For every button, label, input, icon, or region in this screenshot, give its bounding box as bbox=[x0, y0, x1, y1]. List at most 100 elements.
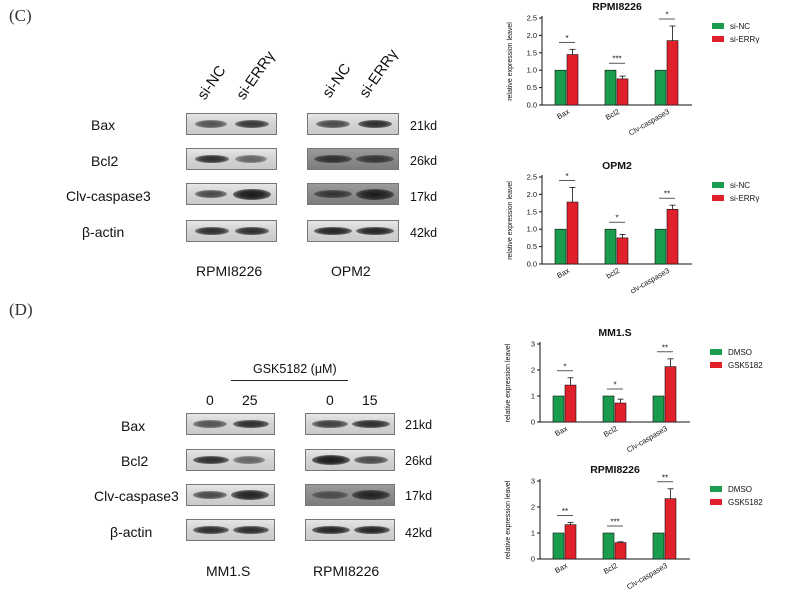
bar-si-ERRγ-Bax bbox=[566, 54, 579, 106]
legend-label: si-ERRγ bbox=[730, 194, 759, 203]
bar-si-NC-clv-caspase3 bbox=[654, 228, 667, 265]
chart-d-rpmi8226: RPMI8226 relative expression leavel 0 1 2 3 **… bbox=[490, 455, 795, 600]
band bbox=[352, 490, 390, 500]
lane-label-c-left-1: si-NC bbox=[194, 62, 230, 103]
row-label-d-clv-caspase3: Clv-caspase3 bbox=[94, 488, 179, 504]
cell-line-d-right: RPMI8226 bbox=[313, 563, 380, 579]
kd-label-c-beta-actin: 42kd bbox=[410, 226, 438, 240]
band bbox=[195, 227, 229, 235]
bar-GSK5182-Bax bbox=[564, 384, 577, 423]
bar-GSK5182-Clv-caspase3 bbox=[664, 498, 677, 560]
band bbox=[193, 491, 227, 499]
x-tick-label: Clv-caspase3 bbox=[625, 561, 669, 592]
x-tick-label: Clv-caspase3 bbox=[627, 107, 671, 138]
x-tick-label: Bcl2 bbox=[602, 561, 619, 576]
bar-GSK5182-Bax bbox=[564, 524, 577, 560]
legend-swatch bbox=[712, 195, 724, 201]
bar-GSK5182-Bcl2 bbox=[614, 542, 627, 560]
x-tick-label: Bax bbox=[555, 107, 571, 121]
y-tick-label: 0.0 bbox=[527, 260, 537, 269]
legend-label: DMSO bbox=[728, 348, 752, 357]
legend-label: GSK5182 bbox=[728, 361, 763, 370]
band bbox=[316, 120, 350, 128]
y-tick-label: 2.0 bbox=[527, 31, 537, 40]
blot-c-left-bcl2 bbox=[186, 148, 277, 170]
kd-label-d-bax: 21kd bbox=[405, 418, 433, 432]
legend-swatch bbox=[712, 182, 724, 188]
kd-label-c-bax: 21kd bbox=[410, 119, 438, 133]
chart-c-opm2: OPM2 relative expression leavel 0.0 0.5 1.0 1… bbox=[490, 155, 795, 300]
y-tick-label: 2 bbox=[531, 366, 535, 375]
blot-c-left-beta-actin bbox=[186, 220, 277, 242]
y-axis-label: relative expression leavel bbox=[505, 343, 512, 422]
legend-swatch bbox=[710, 486, 722, 492]
dose-d-left-1: 0 bbox=[206, 392, 214, 408]
y-tick-label: 3 bbox=[531, 477, 535, 486]
band bbox=[312, 491, 348, 499]
band bbox=[233, 456, 265, 464]
band bbox=[352, 420, 390, 428]
band bbox=[312, 526, 350, 534]
bar-GSK5182-Bcl2 bbox=[614, 402, 627, 423]
legend-swatch bbox=[712, 23, 724, 29]
y-tick-label: 0.5 bbox=[527, 83, 537, 92]
chart-svg: RPMI8226 relative expression leavel 0 1 2 3 **… bbox=[505, 464, 763, 592]
dose-d-right-2: 15 bbox=[362, 392, 378, 408]
bar-si-ERRγ-Bcl2 bbox=[616, 78, 629, 106]
y-tick-label: 2.0 bbox=[527, 190, 537, 199]
treatment-label: GSK5182 (μM) bbox=[253, 362, 337, 376]
band bbox=[314, 155, 352, 163]
legend-label: DMSO bbox=[728, 485, 752, 494]
bar-DMSO-Bcl2 bbox=[602, 395, 615, 423]
y-tick-label: 0 bbox=[531, 418, 535, 427]
dose-d-left-2: 25 bbox=[242, 392, 258, 408]
significance-label: * bbox=[563, 362, 566, 371]
x-tick-label: clv-caspase3 bbox=[629, 266, 671, 296]
blot-d-right-bcl2 bbox=[305, 449, 395, 471]
blot-d-left-clv-caspase3 bbox=[186, 484, 275, 506]
chart-d-mm1s: MM1.S relative expression leavel 0 1 2 3 * Bax *… bbox=[490, 318, 795, 460]
blot-d-left-beta-actin bbox=[186, 519, 275, 541]
chart-title: RPMI8226 bbox=[592, 1, 642, 13]
band bbox=[195, 120, 227, 128]
bar-si-ERRγ-Clv-caspase3 bbox=[666, 40, 679, 106]
blot-c-left-bax bbox=[186, 113, 277, 135]
band bbox=[235, 120, 269, 128]
kd-label-d-clv-caspase3: 17kd bbox=[405, 489, 433, 503]
chart-title: MM1.S bbox=[598, 327, 631, 339]
legend-swatch bbox=[710, 362, 722, 368]
x-tick-label: bcl2 bbox=[605, 266, 621, 281]
significance-label: ** bbox=[662, 343, 668, 352]
legend-label: si-NC bbox=[730, 181, 750, 190]
blot-c-right-clv-caspase3 bbox=[307, 183, 399, 205]
bar-si-NC-Bax bbox=[554, 228, 567, 265]
bar-si-NC-Clv-caspase3 bbox=[654, 69, 667, 106]
band bbox=[356, 155, 394, 163]
x-tick-label: Bcl2 bbox=[604, 107, 621, 122]
legend-label: GSK5182 bbox=[728, 498, 763, 507]
significance-label: * bbox=[565, 34, 568, 43]
band bbox=[356, 227, 394, 235]
band bbox=[358, 120, 392, 128]
band bbox=[233, 526, 269, 534]
significance-label: ** bbox=[562, 507, 568, 516]
panel-c-letter: (C) bbox=[9, 6, 32, 25]
row-label-d-bax: Bax bbox=[121, 418, 146, 434]
band bbox=[193, 526, 229, 534]
band bbox=[195, 155, 229, 163]
band bbox=[314, 190, 352, 198]
legend-swatch bbox=[710, 499, 722, 505]
band bbox=[235, 155, 267, 163]
chart-title: OPM2 bbox=[602, 160, 632, 172]
kd-label-c-clv-caspase3: 17kd bbox=[410, 190, 438, 204]
y-tick-label: 0 bbox=[531, 555, 535, 564]
blot-d-right-beta-actin bbox=[305, 519, 395, 541]
kd-label-c-bcl2: 26kd bbox=[410, 154, 438, 168]
band bbox=[193, 420, 227, 428]
chart-svg: MM1.S relative expression leavel 0 1 2 3 * Bax *… bbox=[505, 327, 763, 454]
treatment-line bbox=[231, 380, 348, 381]
significance-label: ** bbox=[664, 190, 670, 199]
chart-svg: RPMI8226 relative expression leavel 0.0 0.5… bbox=[507, 1, 759, 138]
y-axis-label: relative expression leavel bbox=[505, 480, 512, 559]
row-label-c-beta-actin: β-actin bbox=[82, 224, 125, 240]
